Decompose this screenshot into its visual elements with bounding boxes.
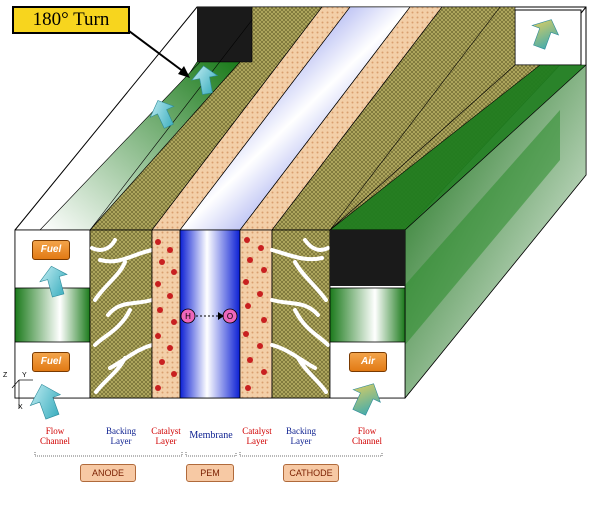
oxygen-ion-label: O — [227, 312, 233, 321]
flow-arrow-icon — [531, 19, 560, 50]
label-membrane: Membrane — [189, 430, 233, 441]
flow-arrow-icon — [39, 265, 68, 298]
label-flow-channel-right: Flow Channel — [352, 426, 382, 446]
callout-arrow — [124, 27, 190, 78]
cathode-backing-pores — [270, 238, 330, 394]
cathode-backing-front — [271, 229, 331, 399]
hydrogen-ion-label: H — [185, 312, 191, 321]
axis-z-label: Z — [3, 372, 8, 379]
axis-y-label: Y — [22, 372, 27, 379]
flow-arrow-icon — [149, 100, 175, 129]
group-pem: PEM — [186, 464, 234, 482]
label-backing-layer-left: Backing Layer — [106, 426, 136, 446]
cathode-channel-shade — [405, 110, 560, 345]
air-arrow-icon — [352, 383, 381, 416]
back-block-left — [197, 7, 252, 62]
turn-callout: 180° Turn — [12, 6, 130, 34]
label-backing-layer-right: Backing Layer — [286, 426, 316, 446]
cathode-catalyst-particles — [243, 237, 267, 391]
ion-transfer: H O — [180, 308, 238, 324]
group-cathode: CATHODE — [283, 464, 339, 482]
cathode-channel-window — [329, 287, 406, 343]
cathode-catalyst-front — [239, 229, 273, 399]
fuel-inlet-tag: Fuel — [32, 240, 70, 260]
anode-catalyst-particles — [155, 239, 177, 391]
axis-x-label: X — [18, 404, 23, 411]
cathode-black-block — [330, 230, 405, 286]
group-anode: ANODE — [80, 464, 136, 482]
air-tag: Air — [349, 352, 387, 372]
label-catalyst-layer-right: Catalyst Layer — [242, 426, 272, 446]
hydrogen-ion — [180, 308, 196, 324]
group-brackets — [34, 452, 383, 457]
anode-catalyst-front — [151, 229, 181, 399]
flow-arrow-icon — [29, 383, 62, 420]
fuel-outlet-tag: Fuel — [32, 352, 70, 372]
flow-arrow-icon — [191, 65, 219, 95]
label-flow-channel-left: Flow Channel — [40, 426, 70, 446]
coordinate-axes — [11, 379, 33, 408]
anode-backing-pores — [90, 238, 154, 394]
label-catalyst-layer-left: Catalyst Layer — [151, 426, 181, 446]
anode-backing-front — [89, 229, 153, 399]
